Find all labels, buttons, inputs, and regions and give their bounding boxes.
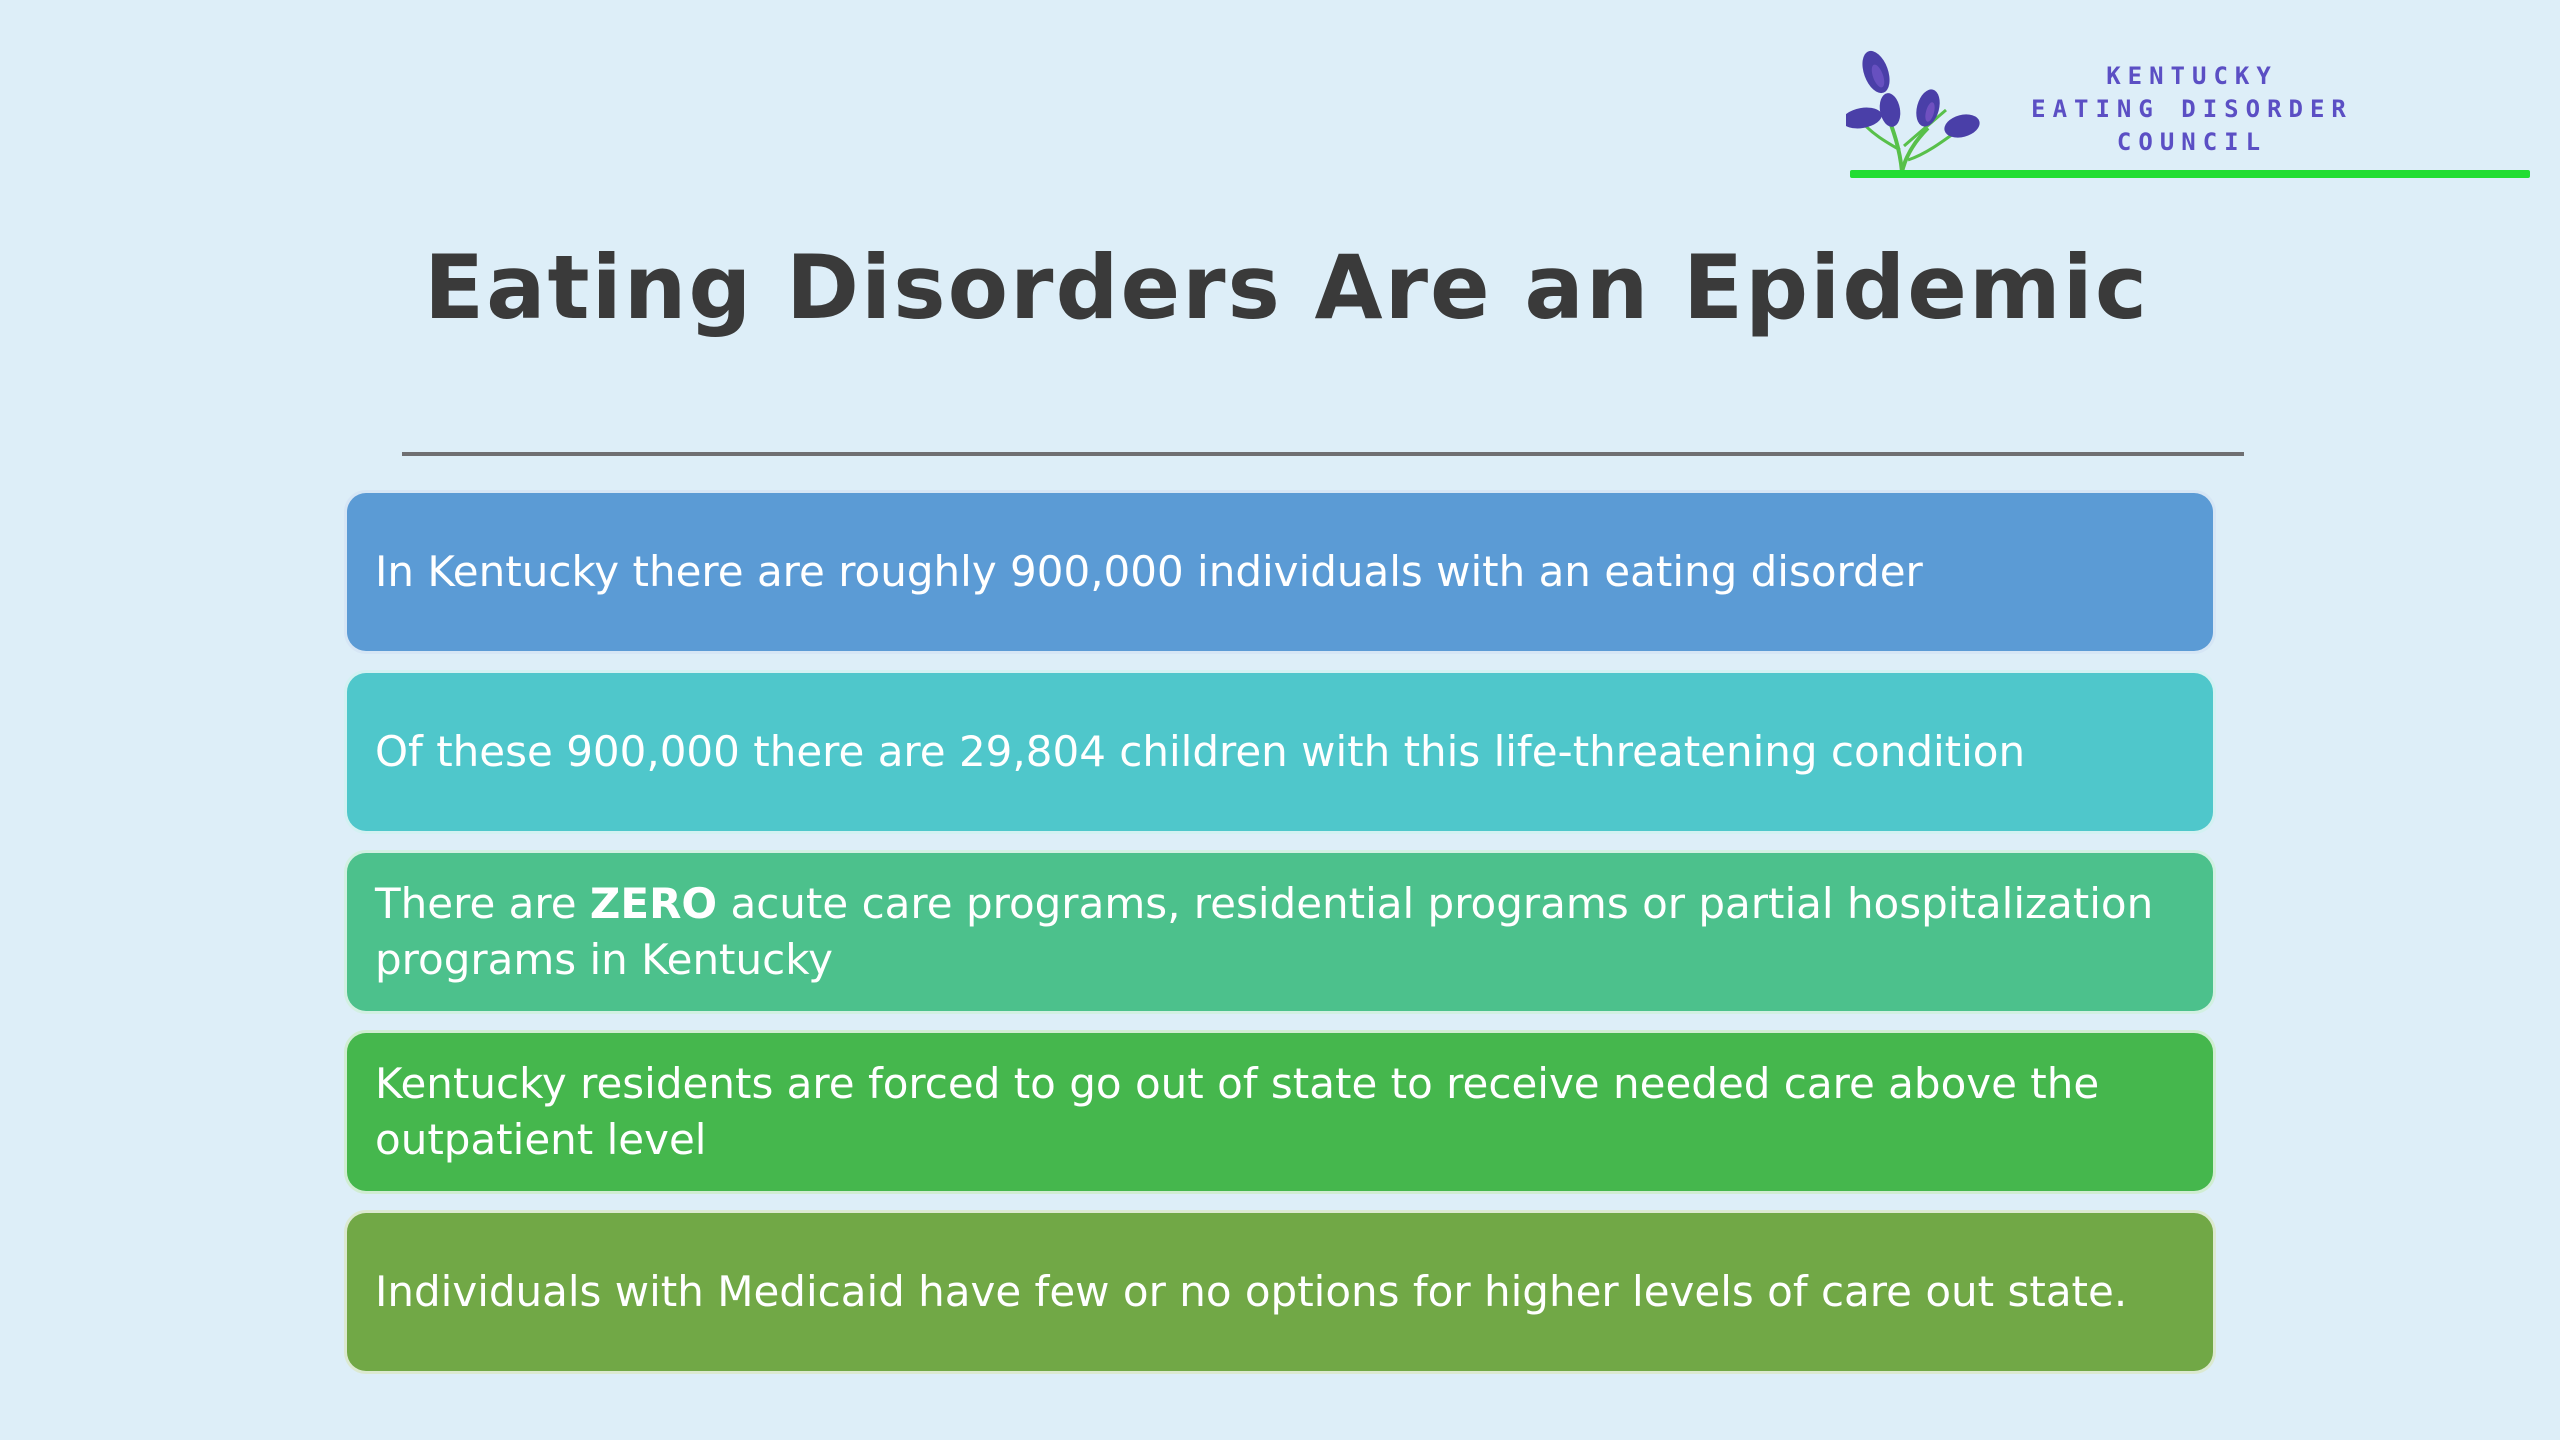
bullet-text-after: acute care programs, residential program… [375, 879, 2154, 984]
bullet-text: In Kentucky there are roughly 900,000 in… [375, 547, 1923, 596]
slide-title: Eating Disorders Are an Epidemic [424, 236, 2149, 339]
bullet-text: Kentucky residents are forced to go out … [375, 1059, 2100, 1164]
bullet-text-bold: ZERO [589, 879, 718, 928]
plant-leaves-icon [1846, 50, 1980, 173]
bullet-text: Individuals with Medicaid have few or no… [375, 1267, 2128, 1316]
bullet-medicaid: Individuals with Medicaid have few or no… [344, 1210, 2216, 1374]
bullet-text: There are ZERO acute care programs, resi… [375, 876, 2185, 988]
logo-line-2: EATING DISORDER [2031, 95, 2353, 123]
bullet-children-count: Of these 900,000 there are 29,804 childr… [344, 670, 2216, 834]
bullet-list: In Kentucky there are roughly 900,000 in… [344, 490, 2216, 1390]
logo-line-1: KENTUCKY [2106, 62, 2278, 90]
bullet-out-of-state: Kentucky residents are forced to go out … [344, 1030, 2216, 1194]
title-divider [402, 452, 2244, 456]
logo-text: KENTUCKY EATING DISORDER COUNCIL [2022, 60, 2362, 159]
bullet-text-before: There are [375, 879, 590, 928]
council-logo: KENTUCKY EATING DISORDER COUNCIL [1846, 50, 2532, 182]
logo-accent-line [1850, 170, 2530, 178]
logo-line-3: COUNCIL [2116, 128, 2268, 156]
bullet-text: Of these 900,000 there are 29,804 childr… [375, 727, 2026, 776]
bullet-kentucky-individuals: In Kentucky there are roughly 900,000 in… [344, 490, 2216, 654]
bullet-zero-programs: There are ZERO acute care programs, resi… [344, 850, 2216, 1014]
